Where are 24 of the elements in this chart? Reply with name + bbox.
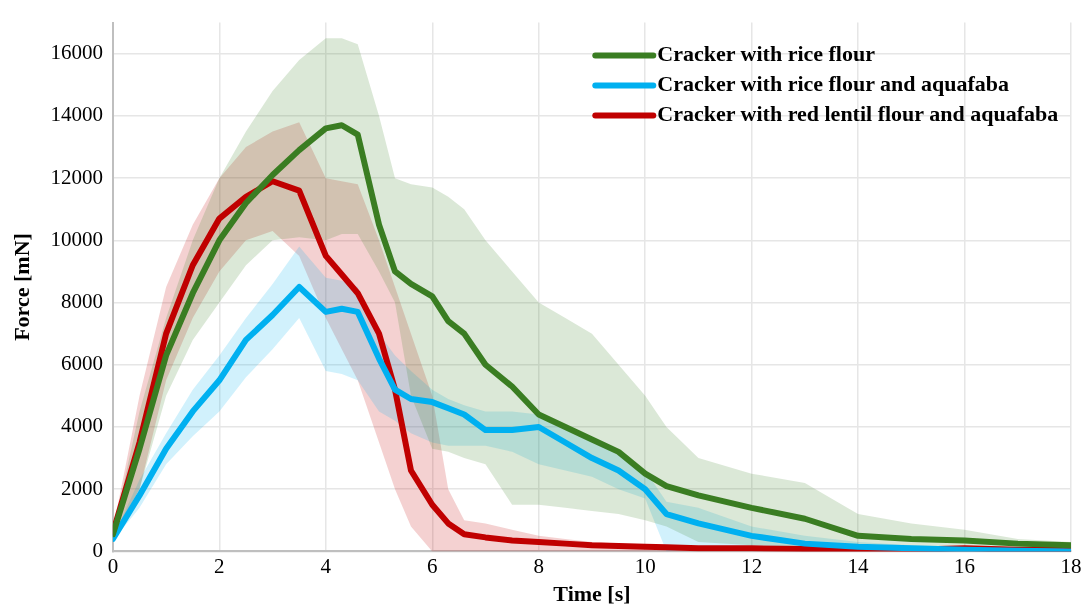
x-tick-label: 14 (847, 553, 870, 578)
y-axis-title: Force [mN] (8, 233, 34, 341)
x-tick-label: 16 (954, 553, 976, 578)
y-tick-label: 2000 (60, 475, 103, 500)
y-tick-label: 6000 (60, 351, 103, 376)
x-tick-label: 6 (427, 553, 438, 578)
y-tick-label: 14000 (50, 102, 103, 127)
x-tick-label: 4 (320, 553, 332, 578)
x-tick-label: 0 (107, 553, 119, 578)
legend-label: Cracker with red lentil flour and aquafaba (657, 101, 1059, 127)
x-tick-label: 12 (741, 553, 763, 578)
x-tick-label: 18 (1060, 553, 1082, 578)
y-tick-label: 10000 (50, 226, 103, 251)
legend-label: Cracker with rice flour and aquafaba (657, 71, 1010, 97)
x-tick-label: 8 (533, 553, 544, 578)
x-tick-label: 10 (634, 553, 656, 578)
y-tick-label: 16000 (50, 40, 103, 65)
y-tick-label: 8000 (60, 289, 103, 314)
y-tick-label: 0 (92, 537, 103, 562)
y-tick-label: 4000 (60, 413, 103, 438)
x-tick-label: 2 (214, 553, 225, 578)
y-tick-label: 12000 (50, 164, 103, 189)
x-axis-title: Time [s] (553, 581, 631, 607)
legend-label: Cracker with rice flour (657, 41, 876, 67)
